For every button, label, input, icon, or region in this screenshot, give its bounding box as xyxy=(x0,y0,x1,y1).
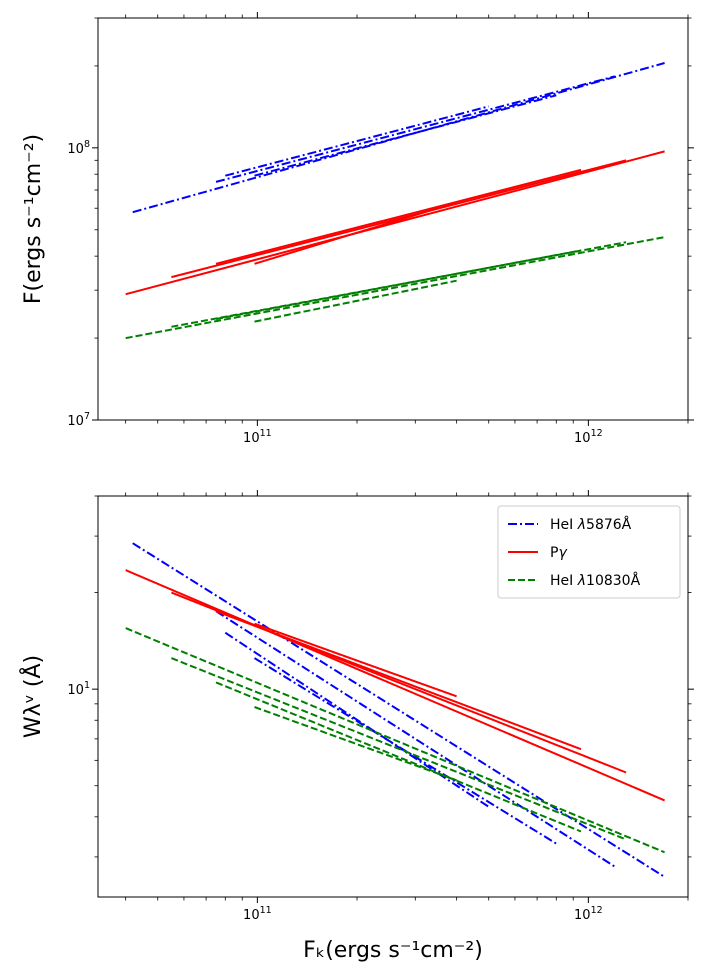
y-tick-label: 108 xyxy=(67,139,90,157)
legend-box xyxy=(497,505,681,599)
series-line-1-3 xyxy=(254,622,457,698)
series-line-1-0 xyxy=(125,569,665,802)
plot-area xyxy=(125,62,665,340)
series-line-2-3 xyxy=(254,279,457,323)
series-line-1-1 xyxy=(171,159,627,279)
x-tick-label: 1011 xyxy=(243,428,272,446)
x-axis-label: Fₖ(ergs s⁻¹cm⁻²) xyxy=(303,938,483,963)
x-tick-label: 1012 xyxy=(574,905,603,923)
y-axis-label: F(ergs s⁻¹cm⁻²) xyxy=(21,134,46,304)
y-tick-label: 107 xyxy=(67,411,90,429)
series-line-1-0 xyxy=(125,150,665,296)
series-line-2-1 xyxy=(171,657,627,841)
series-line-2-2 xyxy=(215,681,582,833)
series-line-0-1 xyxy=(215,75,615,183)
axis-ticks xyxy=(92,490,694,903)
y-tick-label: 101 xyxy=(67,680,90,698)
series-line-2-3 xyxy=(254,706,457,782)
axes-frame xyxy=(97,17,689,421)
series-line-0-0 xyxy=(132,542,666,878)
legend-label: HeI λ5876Å xyxy=(550,516,632,533)
series-line-1-2 xyxy=(215,610,582,751)
x-tick-label: 1011 xyxy=(243,905,272,923)
axes-frame xyxy=(97,495,689,898)
series-line-1-2 xyxy=(215,168,582,265)
series-line-1-3 xyxy=(254,201,457,265)
series-line-0-3 xyxy=(224,631,490,808)
series-line-2-2 xyxy=(215,249,582,320)
axis-ticks xyxy=(92,12,694,426)
series-line-0-3 xyxy=(225,105,489,177)
series-line-0-1 xyxy=(215,610,616,868)
series-line-2-0 xyxy=(125,627,665,854)
y-axis-label: Wλᵛ (Å) xyxy=(19,655,46,738)
x-tick-label: 1012 xyxy=(574,428,603,446)
legend-label: Pγ xyxy=(550,545,567,561)
bottom-panel: 1011 1012 101 Wλᵛ (Å) Fₖ(ergs s⁻¹cm⁻²) HeI λ5… xyxy=(19,490,694,963)
plot-area xyxy=(125,542,666,878)
top-panel: 1011 1012 107 108 F(ergs s⁻¹cm⁻²) xyxy=(21,12,694,446)
series-line-2-0 xyxy=(125,236,665,340)
legend-label: HeI λ10830Å xyxy=(550,572,641,589)
series-line-0-2 xyxy=(254,94,557,177)
legend: HeI λ5876Å Pγ HeI λ10830Å xyxy=(497,505,681,599)
